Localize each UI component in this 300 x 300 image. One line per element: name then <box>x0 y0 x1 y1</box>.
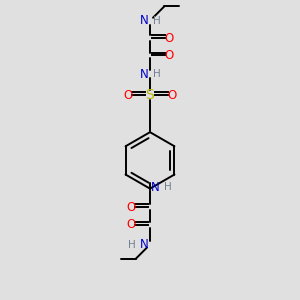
Text: H: H <box>128 239 136 250</box>
Text: O: O <box>123 88 132 101</box>
Text: N: N <box>140 14 149 27</box>
Text: S: S <box>146 88 154 102</box>
Text: N: N <box>140 68 149 81</box>
Text: H: H <box>153 16 161 26</box>
Text: H: H <box>164 182 172 192</box>
Text: O: O <box>126 201 135 214</box>
Text: O: O <box>165 49 174 62</box>
Text: N: N <box>151 181 160 194</box>
Text: O: O <box>165 32 174 45</box>
Text: O: O <box>168 88 177 101</box>
Text: H: H <box>153 69 161 79</box>
Text: N: N <box>140 238 149 251</box>
Text: O: O <box>126 218 135 231</box>
